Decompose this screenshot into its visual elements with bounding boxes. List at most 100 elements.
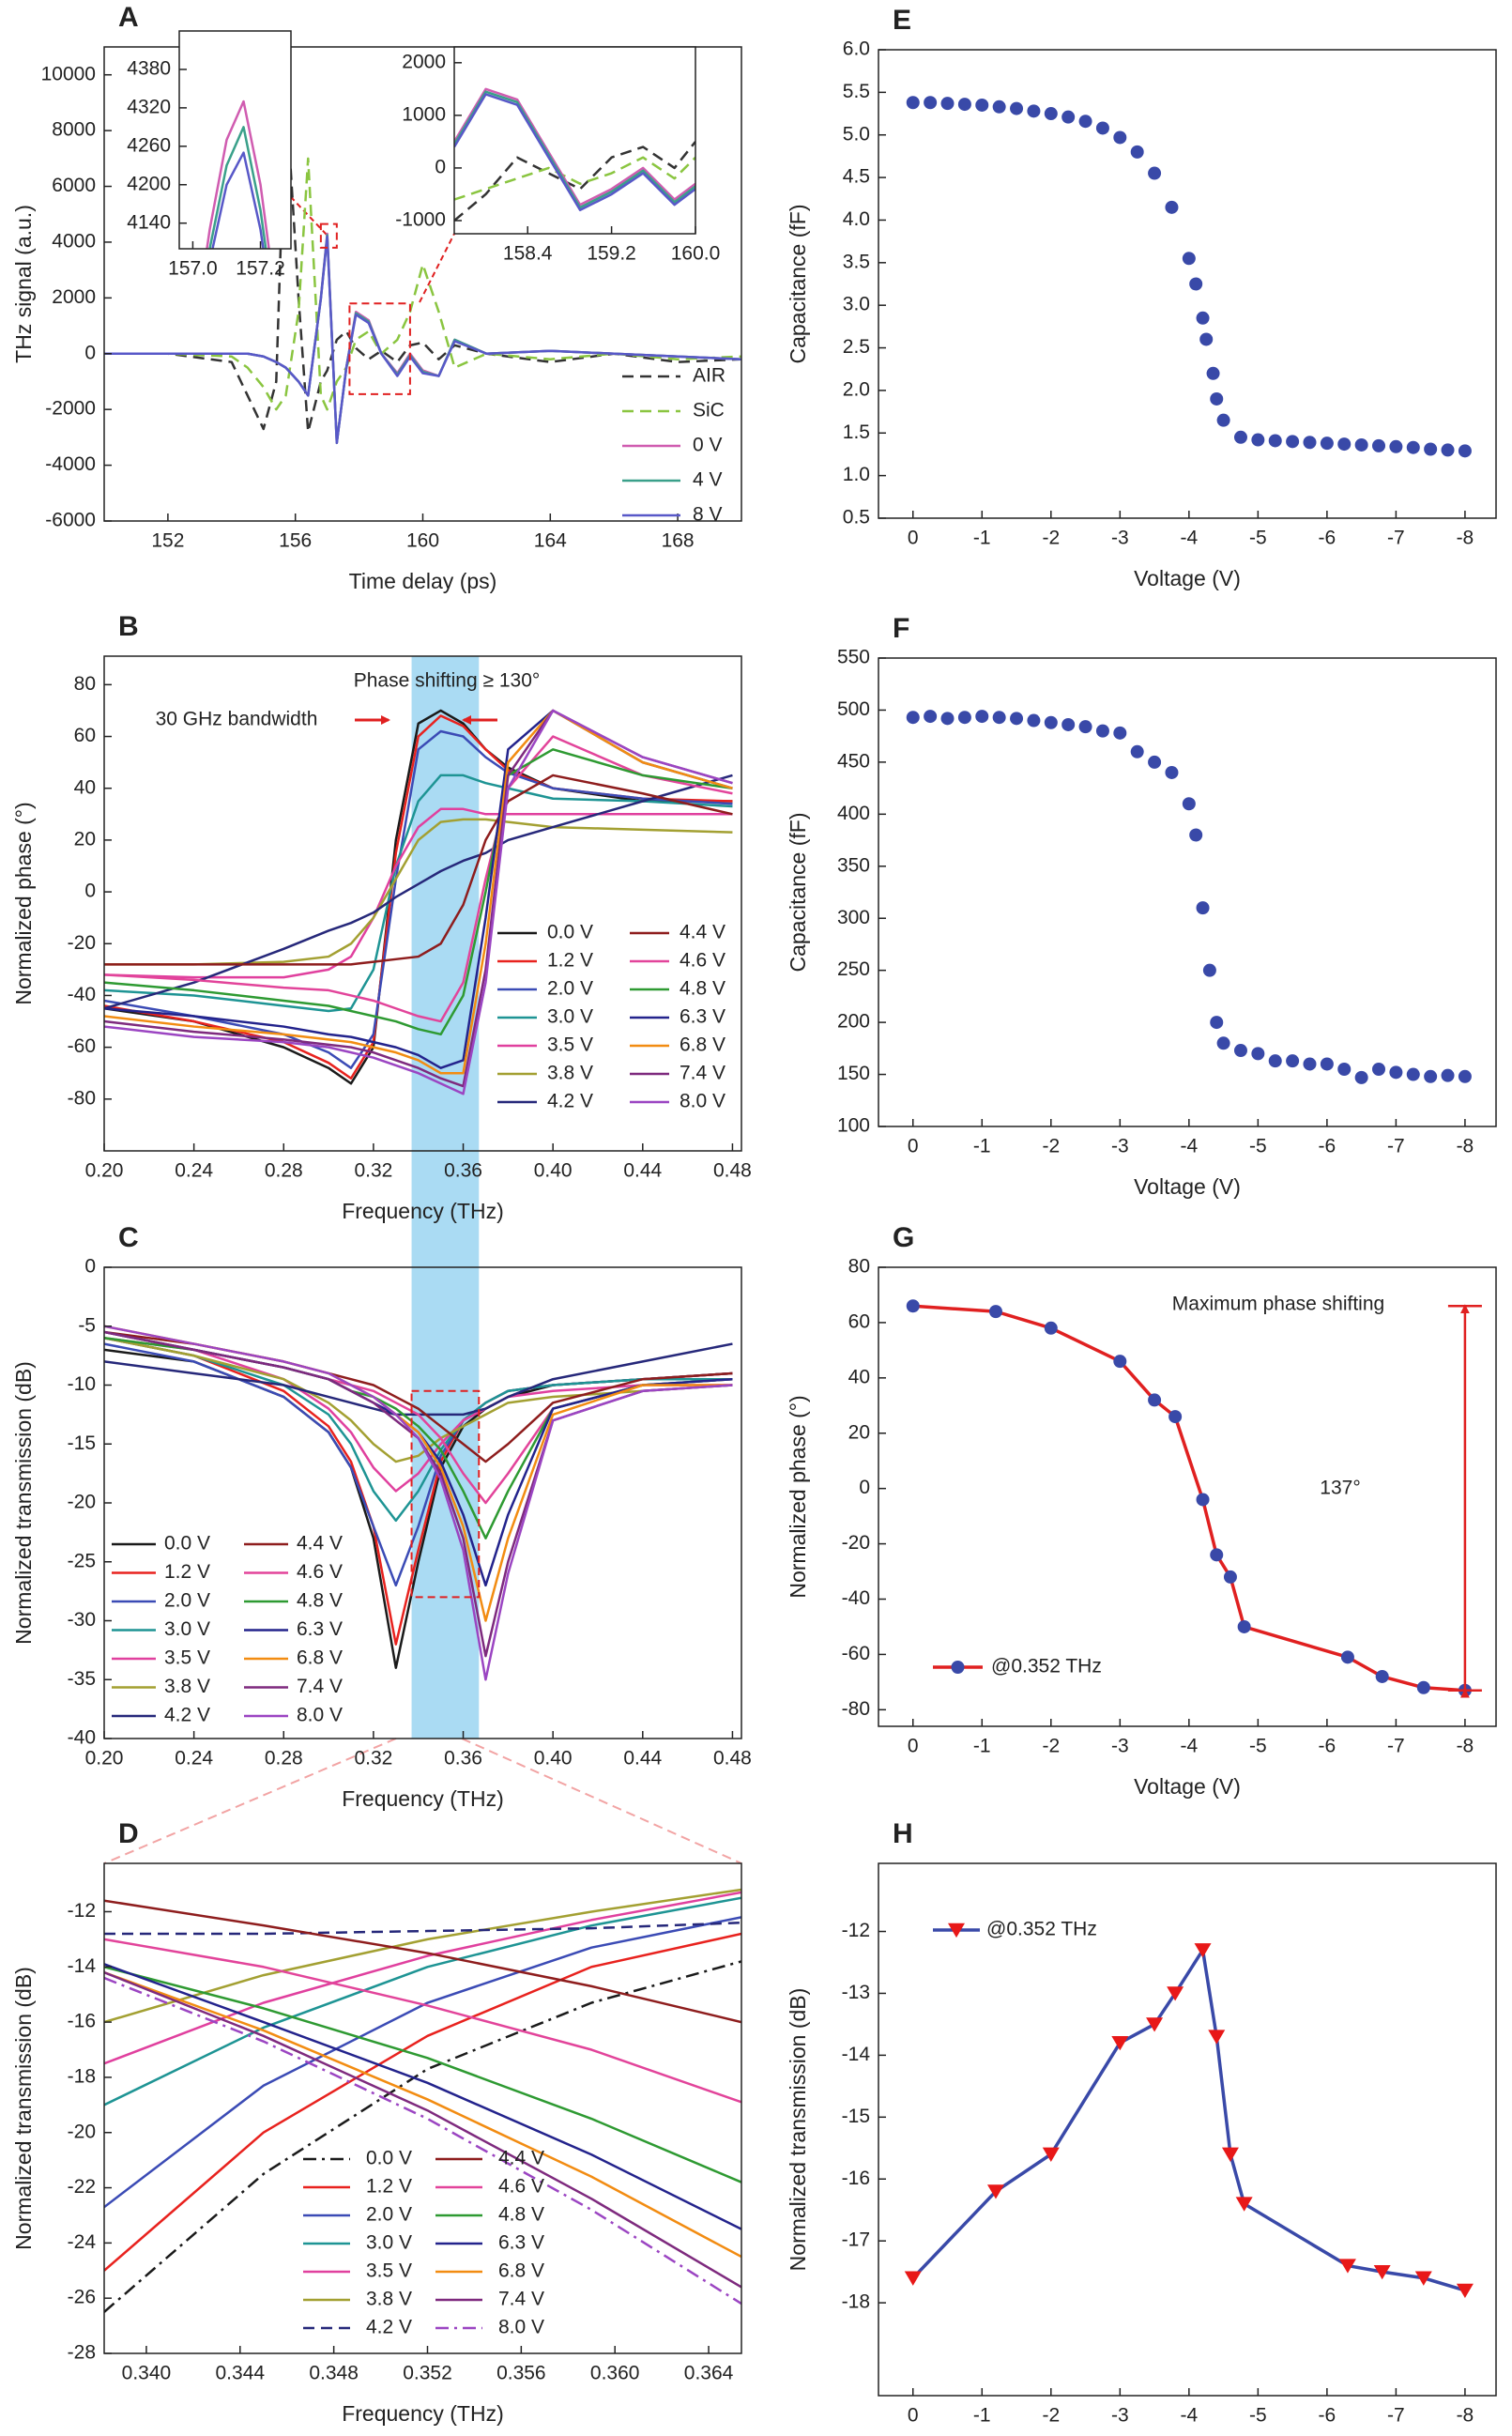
legend-label: 7.4 V xyxy=(297,1676,343,1697)
marker xyxy=(957,98,971,112)
marker xyxy=(1167,1986,1184,2001)
legend-label: 3.5 V xyxy=(547,1034,593,1056)
legend-label: 6.8 V xyxy=(498,2260,544,2282)
y-tick-label: 150 xyxy=(837,1063,870,1084)
legend-label: 4.2 V xyxy=(366,2317,412,2338)
series-line xyxy=(104,807,733,979)
y-axis-label: Normalized transmission (dB) xyxy=(786,1988,810,2272)
series-line xyxy=(104,1337,733,1463)
x-tick-label: 0.24 xyxy=(175,1160,213,1182)
y-tick-label: -18 xyxy=(68,2065,96,2087)
y-tick-label: -30 xyxy=(68,1609,96,1631)
x-tick-label: 0 xyxy=(908,1736,919,1757)
x-tick-label: -6 xyxy=(1319,1736,1336,1757)
y-tick-label: -5 xyxy=(78,1314,96,1336)
inset-connector xyxy=(290,196,328,236)
x-tick-label: 0.364 xyxy=(684,2363,734,2384)
legend-label: 3.0 V xyxy=(164,1618,210,1640)
marker xyxy=(1441,1068,1455,1082)
legend-label: 0.0 V xyxy=(366,2148,412,2169)
x-tick-label: 168 xyxy=(662,530,695,552)
y-tick-label: -2000 xyxy=(45,398,96,420)
marker xyxy=(1210,1016,1224,1030)
marker xyxy=(1061,110,1076,124)
marker xyxy=(1208,2030,1226,2045)
y-tick-label: -14 xyxy=(842,2044,871,2065)
marker xyxy=(1286,1054,1300,1068)
plot-area xyxy=(104,709,733,1095)
x-axis-label: Voltage (V) xyxy=(1134,566,1241,590)
marker xyxy=(1027,713,1041,728)
y-tick-label: -15 xyxy=(68,1432,96,1454)
marker xyxy=(1416,1680,1430,1694)
x-tick-label: -2 xyxy=(1042,1736,1060,1757)
series-line xyxy=(454,90,695,209)
series-line xyxy=(104,1976,741,2306)
x-tick-label: 0.340 xyxy=(122,2363,172,2384)
marker xyxy=(1458,444,1472,458)
marker xyxy=(1233,430,1247,444)
series-line xyxy=(104,774,733,1010)
series-line xyxy=(454,87,695,207)
legend-label: 4.8 V xyxy=(297,1590,343,1612)
marker xyxy=(906,711,920,725)
series-line xyxy=(104,1916,741,2209)
y-tick-label: -40 xyxy=(68,984,96,1005)
x-tick-label: 157.0 xyxy=(168,258,218,280)
y-tick-label: 250 xyxy=(837,958,870,980)
series-line xyxy=(104,1337,733,1523)
y-tick-label: 60 xyxy=(74,725,96,746)
panel-letter: F xyxy=(893,613,909,644)
legend-label: SiC xyxy=(693,400,725,421)
series-line xyxy=(104,1888,741,2024)
legend-label: 8.0 V xyxy=(297,1705,343,1726)
y-axis-label: Normalized transmission (dB) xyxy=(11,1967,36,2250)
x-tick-label: -8 xyxy=(1457,1136,1474,1157)
panel-letter: A xyxy=(118,2,139,33)
series-line xyxy=(104,1891,741,2065)
series-line xyxy=(104,1938,741,2104)
x-tick-label: 0.20 xyxy=(85,1160,124,1182)
marker xyxy=(1235,2197,1253,2212)
plot-frame xyxy=(878,49,1497,519)
marker xyxy=(1095,121,1109,135)
y-tick-label: 4140 xyxy=(127,211,171,233)
marker xyxy=(1389,1065,1403,1080)
y-tick-label: -10 xyxy=(68,1373,96,1395)
marker xyxy=(1111,2035,1129,2051)
y-tick-label: -28 xyxy=(68,2342,96,2364)
marker xyxy=(1095,724,1109,738)
legend-label: 7.4 V xyxy=(498,2289,544,2310)
zoom-connector xyxy=(103,1738,397,1864)
legend-label: 4.6 V xyxy=(680,950,725,972)
x-axis-label: Frequency (THz) xyxy=(342,2401,504,2426)
legend-label: 6.3 V xyxy=(498,2232,544,2254)
x-tick-label: 0.352 xyxy=(403,2363,452,2384)
plot-frame xyxy=(178,30,292,250)
y-tick-label: -60 xyxy=(842,1643,870,1664)
plot-area xyxy=(454,87,695,222)
series-line xyxy=(208,126,267,249)
x-tick-label: -1 xyxy=(973,2405,991,2427)
x-tick-label: 158.4 xyxy=(503,243,553,265)
marker xyxy=(1340,1650,1354,1664)
x-tick-label: 159.2 xyxy=(587,243,636,265)
y-tick-label: -16 xyxy=(842,2168,870,2189)
series-line xyxy=(912,1304,1466,1693)
y-tick-label: 4380 xyxy=(127,57,171,79)
series-line xyxy=(104,1325,733,1681)
marker xyxy=(1221,2147,1239,2162)
series-line xyxy=(104,1963,741,2230)
legend-label: 0.0 V xyxy=(164,1533,210,1555)
marker xyxy=(1010,712,1024,726)
y-tick-label: -16 xyxy=(68,2011,96,2032)
marker xyxy=(1130,744,1144,758)
plot-area xyxy=(104,1888,741,2313)
series-line xyxy=(206,100,270,249)
panel-letter: G xyxy=(893,1222,914,1253)
marker xyxy=(1320,1057,1334,1071)
marker xyxy=(992,100,1006,114)
x-tick-label: 0.20 xyxy=(85,1748,124,1770)
x-tick-label: -2 xyxy=(1042,1136,1060,1157)
